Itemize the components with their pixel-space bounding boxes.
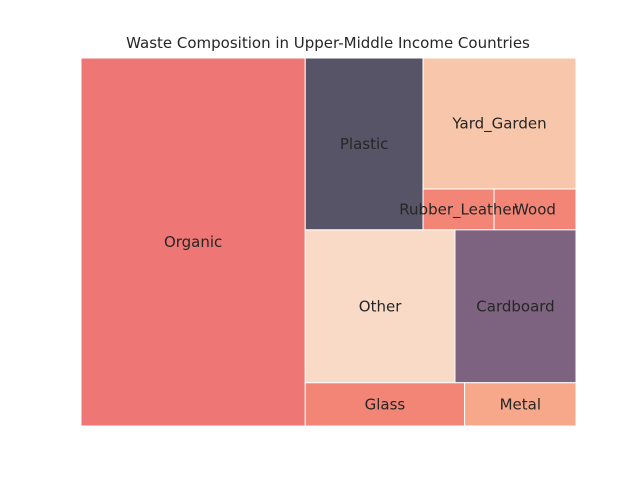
chart-title: Waste Composition in Upper-Middle Income… [126, 34, 530, 52]
treemap-label-glass: Glass [365, 395, 406, 413]
treemap-label-rubber-leather: Rubber_Leather [399, 200, 518, 219]
treemap-label-metal: Metal [500, 395, 541, 413]
treemap-label-cardboard: Cardboard [476, 297, 554, 315]
treemap-cell-glass [304, 382, 466, 427]
treemap-label-organic: Organic [164, 233, 222, 251]
treemap-cell-cardboard [454, 229, 577, 384]
treemap-cell-wood [493, 188, 577, 231]
treemap-cell-metal [464, 382, 577, 427]
treemap-label-wood: Wood [514, 200, 556, 218]
treemap-label-yard-garden: Yard_Garden [451, 115, 546, 134]
treemap-label-other: Other [359, 297, 402, 315]
treemap-label-plastic: Plastic [340, 135, 389, 153]
treemap-cell-yard-garden [422, 57, 577, 190]
treemap-cell-other [304, 229, 456, 384]
